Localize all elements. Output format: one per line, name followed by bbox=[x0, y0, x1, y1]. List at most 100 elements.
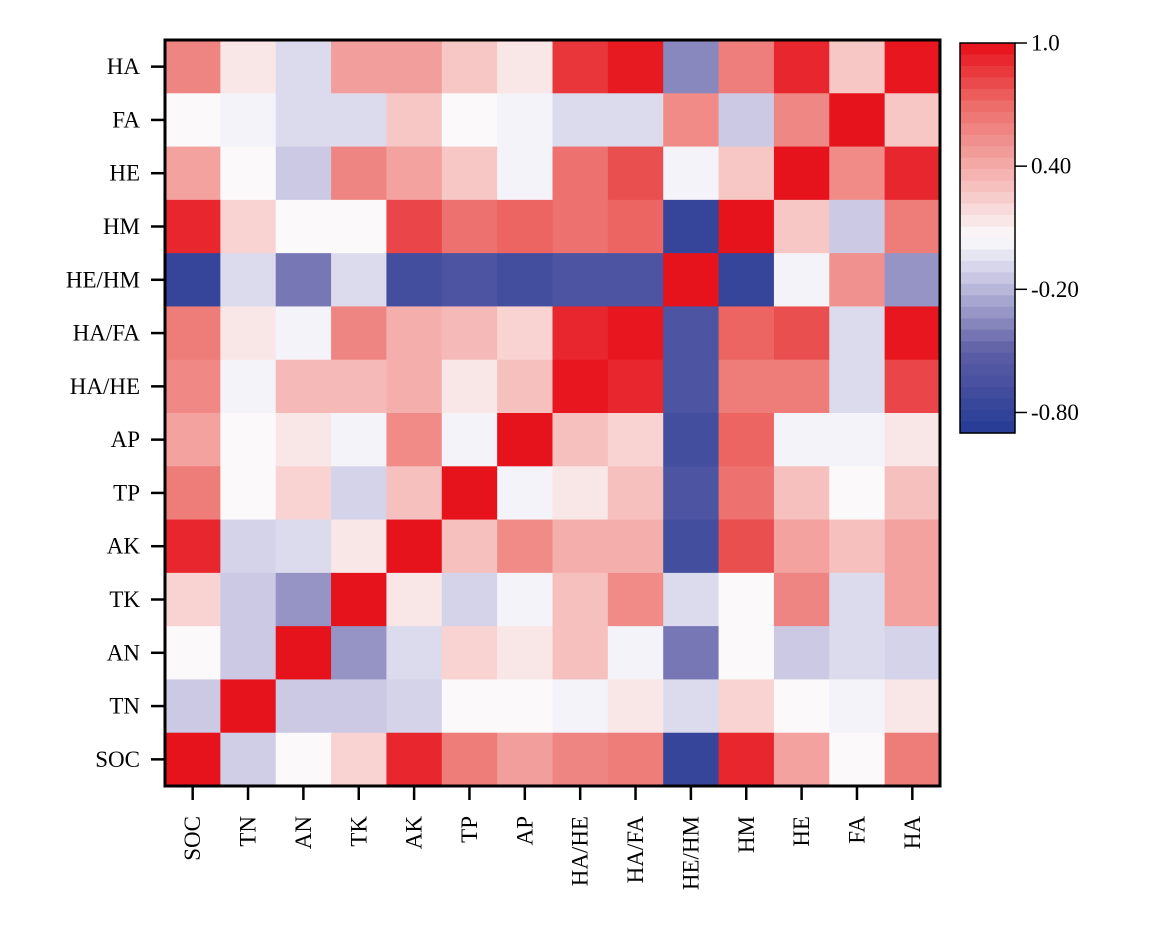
heatmap-cell bbox=[663, 466, 720, 521]
heatmap-cell bbox=[552, 732, 609, 787]
heatmap-cell bbox=[275, 253, 332, 308]
colorbar: 1.0 0.40 -0.20 -0.80 bbox=[959, 31, 1079, 434]
colorbar-band bbox=[960, 215, 1015, 228]
colorbar-band bbox=[960, 329, 1015, 342]
x-tick-label: AK bbox=[402, 816, 427, 850]
heatmap-cell bbox=[607, 199, 664, 254]
heatmap-cell bbox=[441, 40, 498, 94]
heatmap-cell bbox=[829, 519, 886, 574]
heatmap-cell bbox=[331, 626, 388, 681]
heatmap-cell bbox=[165, 93, 221, 148]
colorbar-band bbox=[960, 77, 1015, 90]
heatmap-cell bbox=[718, 572, 775, 627]
heatmap-cell bbox=[607, 679, 664, 734]
y-tick-label: TP bbox=[113, 480, 140, 505]
colorbar-band bbox=[960, 387, 1015, 400]
heatmap-cell bbox=[386, 40, 443, 94]
heatmap-cell bbox=[773, 626, 830, 681]
heatmap-cell bbox=[607, 466, 664, 521]
heatmap-cell bbox=[275, 93, 332, 148]
heatmap-cell bbox=[220, 306, 277, 361]
heatmap-cell bbox=[220, 519, 277, 574]
colorbar-frame bbox=[959, 42, 1016, 434]
y-tick-label: HA bbox=[107, 54, 141, 79]
heatmap-cell bbox=[497, 732, 554, 787]
heatmap-cell bbox=[220, 572, 277, 627]
heatmap-cell bbox=[663, 253, 720, 308]
heatmap-cell bbox=[497, 253, 554, 308]
heatmap-cell bbox=[773, 466, 830, 521]
heatmap-cell bbox=[607, 306, 664, 361]
heatmap-cell bbox=[884, 679, 941, 734]
heatmap-cell bbox=[718, 413, 775, 467]
heatmap-cell bbox=[165, 466, 221, 521]
heatmap-cell bbox=[663, 359, 720, 414]
colorbar-band bbox=[960, 272, 1015, 285]
x-tick-label: HE bbox=[789, 816, 814, 847]
x-tick-label: HA/HE bbox=[568, 816, 593, 886]
heatmap-cell bbox=[663, 572, 720, 627]
heatmap-cell bbox=[663, 519, 720, 574]
heatmap-cell bbox=[386, 359, 443, 414]
heatmap-cell bbox=[441, 146, 498, 201]
heatmap-cell bbox=[884, 466, 941, 521]
heatmap-cell bbox=[331, 359, 388, 414]
heatmap-cell bbox=[497, 679, 554, 734]
heatmap-cell bbox=[331, 253, 388, 308]
heatmap-cell bbox=[331, 679, 388, 734]
colorbar-band bbox=[960, 146, 1015, 159]
heatmap-cell bbox=[884, 572, 941, 627]
heatmap-cell bbox=[552, 519, 609, 574]
heatmap-cell bbox=[275, 199, 332, 254]
colorbar-tick-label: -0.20 bbox=[1031, 277, 1079, 302]
heatmap-cell bbox=[607, 359, 664, 414]
heatmap-cell bbox=[607, 626, 664, 681]
heatmap-cell bbox=[663, 626, 720, 681]
heatmap-cell bbox=[386, 253, 443, 308]
heatmap-cell bbox=[829, 572, 886, 627]
heatmap-cell bbox=[884, 519, 941, 574]
heatmap-cell bbox=[552, 93, 609, 148]
heatmap-cell bbox=[552, 40, 609, 94]
colorbar-band bbox=[960, 283, 1015, 296]
heatmap-cell bbox=[275, 519, 332, 574]
heatmap-cell bbox=[441, 572, 498, 627]
heatmap-cell bbox=[165, 679, 221, 734]
heatmap-cell bbox=[441, 253, 498, 308]
heatmap-cell bbox=[773, 306, 830, 361]
heatmap-cell bbox=[718, 146, 775, 201]
heatmap-cell bbox=[552, 146, 609, 201]
heatmap-cell bbox=[441, 732, 498, 787]
heatmap-cell bbox=[663, 93, 720, 148]
heatmap-cell bbox=[607, 732, 664, 787]
colorbar-band bbox=[960, 398, 1015, 411]
y-tick-label: FA bbox=[112, 107, 140, 132]
heatmap-cell bbox=[165, 146, 221, 201]
heatmap-cell bbox=[773, 732, 830, 787]
heatmap-cell bbox=[165, 732, 221, 787]
heatmap-cell bbox=[663, 146, 720, 201]
heatmap-cell bbox=[884, 306, 941, 361]
colorbar-band bbox=[960, 318, 1015, 331]
heatmap-cell bbox=[275, 466, 332, 521]
heatmap-cell bbox=[497, 519, 554, 574]
heatmap-cell bbox=[663, 199, 720, 254]
colorbar-band bbox=[960, 375, 1015, 388]
heatmap-cell bbox=[275, 413, 332, 467]
heatmap-cell bbox=[331, 572, 388, 627]
heatmap-cell bbox=[884, 146, 941, 201]
heatmap-cell bbox=[829, 199, 886, 254]
heatmap-cell bbox=[497, 626, 554, 681]
y-tick-label: HM bbox=[103, 214, 140, 239]
colorbar-band bbox=[960, 238, 1015, 251]
heatmap-cell bbox=[497, 572, 554, 627]
colorbar-band bbox=[960, 410, 1015, 423]
x-axis: SOC TN AN TK AK TP AP HA/HE HA/FA HE/HM HM HE FA HA bbox=[180, 786, 925, 890]
heatmap-cell bbox=[829, 413, 886, 467]
heatmap-cell bbox=[829, 732, 886, 787]
heatmap-cell bbox=[275, 572, 332, 627]
heatmap-cell bbox=[165, 519, 221, 574]
heatmap-cell bbox=[884, 40, 941, 94]
heatmap-cell bbox=[552, 199, 609, 254]
colorbar-band bbox=[960, 226, 1015, 239]
